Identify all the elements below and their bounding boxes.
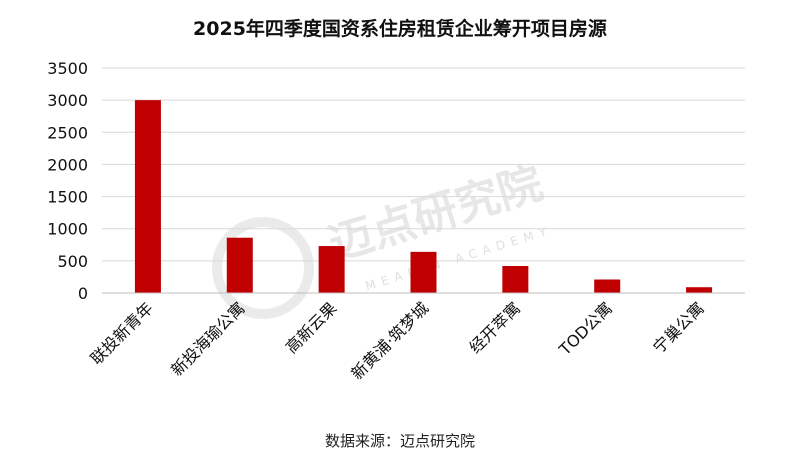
- y-tick-label: 2500: [47, 123, 88, 142]
- chart-title: 2025年四季度国资系住房租赁企业筹开项目房源: [193, 18, 607, 40]
- y-tick-label: 0: [78, 284, 88, 303]
- y-tick-label: 2000: [47, 155, 88, 174]
- x-tick-label: 经开萃寓: [465, 298, 524, 357]
- bar: [594, 279, 621, 293]
- x-tick-label: 联投新青年: [87, 298, 157, 368]
- x-tick-label: 新投海瑜公寓: [167, 298, 248, 379]
- x-tick-label: TOD公寓: [555, 298, 616, 359]
- bar: [686, 287, 713, 293]
- bar: [226, 237, 253, 293]
- bars: [134, 100, 713, 294]
- y-tick-label: 1500: [47, 188, 88, 207]
- watermark-logo-icon: [212, 217, 314, 319]
- y-tick-label: 1000: [47, 220, 88, 239]
- y-tick-label: 3500: [47, 59, 88, 78]
- bar: [318, 246, 345, 293]
- grid-lines: [102, 67, 745, 262]
- bar: [134, 100, 161, 294]
- y-tick-label: 3000: [47, 91, 88, 110]
- bar: [502, 266, 529, 293]
- source-note: 数据来源：迈点研究院: [324, 432, 475, 450]
- x-tick-label: 新黄浦·筑梦城: [347, 298, 432, 383]
- y-tick-label: 500: [57, 252, 88, 271]
- bar: [410, 251, 437, 293]
- x-tick-label: 宁巢公寓: [649, 298, 708, 357]
